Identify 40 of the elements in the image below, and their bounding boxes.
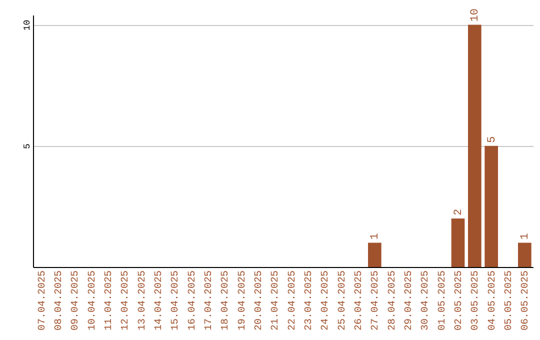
x-tick-label: 04.05.2025 bbox=[487, 270, 498, 331]
x-tick-label: 12.04.2025 bbox=[120, 270, 132, 331]
bar bbox=[451, 218, 465, 267]
x-tick-label: 17.04.2025 bbox=[204, 270, 215, 331]
data-label: 1 bbox=[370, 232, 382, 240]
x-tick-label: 16.04.2025 bbox=[187, 270, 198, 331]
x-tick-label: 02.05.2025 bbox=[454, 270, 465, 331]
x-tick-label: 05.05.2025 bbox=[504, 270, 515, 331]
x-tick-label: 25.04.2025 bbox=[337, 270, 348, 331]
x-tick-label: 09.04.2025 bbox=[70, 270, 82, 331]
x-tick-label: 10.04.2025 bbox=[87, 270, 98, 331]
bar bbox=[468, 24, 482, 267]
x-tick-label: 29.04.2025 bbox=[404, 270, 415, 331]
data-label: 10 bbox=[470, 8, 482, 22]
x-tick-label: 01.05.2025 bbox=[437, 270, 448, 331]
x-tick-label: 07.04.2025 bbox=[37, 270, 48, 331]
data-label: 5 bbox=[486, 136, 498, 143]
x-tick-label: 08.04.2025 bbox=[54, 270, 65, 331]
x-tick-label: 21.04.2025 bbox=[270, 270, 282, 331]
x-tick-label: 13.04.2025 bbox=[137, 270, 148, 331]
x-tick-label: 14.04.2025 bbox=[154, 270, 165, 331]
x-tick-label: 22.04.2025 bbox=[287, 270, 298, 331]
bar bbox=[484, 146, 498, 267]
bar bbox=[518, 242, 532, 267]
x-tick-label: 06.05.2025 bbox=[520, 270, 532, 331]
x-tick-label: 26.04.2025 bbox=[354, 270, 365, 331]
x-tick-label: 30.04.2025 bbox=[420, 270, 432, 331]
x-tick-label: 15.04.2025 bbox=[170, 270, 182, 331]
data-label: 1 bbox=[520, 232, 532, 240]
x-tick-label: 24.04.2025 bbox=[320, 270, 332, 331]
data-label: 2 bbox=[453, 208, 465, 216]
x-tick-label: 28.04.2025 bbox=[387, 270, 398, 331]
x-tick-label: 27.04.2025 bbox=[370, 270, 382, 331]
x-tick-label: 18.04.2025 bbox=[220, 270, 232, 331]
x-tick-label: 19.04.2025 bbox=[237, 270, 248, 331]
x-tick-label: 11.04.2025 bbox=[104, 270, 115, 331]
bar bbox=[368, 242, 382, 267]
x-tick-label: 03.05.2025 bbox=[470, 270, 482, 331]
x-tick-label: 20.04.2025 bbox=[254, 270, 265, 331]
x-tick-label: 23.04.2025 bbox=[304, 270, 315, 331]
